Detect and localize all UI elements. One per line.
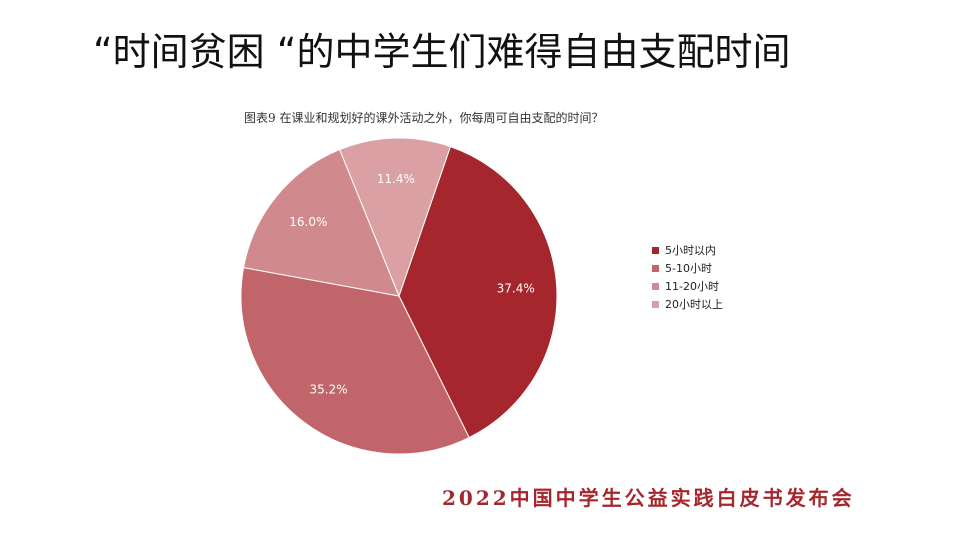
legend-item-2: 5-10小时	[652, 259, 723, 277]
pie-data-label-4: 11.4%	[377, 172, 415, 186]
pie-slice-3	[242, 148, 400, 297]
pie-data-label-1: 37.4%	[497, 282, 535, 296]
legend-label: 5小时以内	[665, 244, 716, 257]
chart-title: 图表9 在课业和规划好的课外活动之外，你每周可自由支配的时间？	[244, 111, 604, 125]
legend-label: 5-10小时	[665, 262, 712, 275]
legend-item-1: 5小时以内	[652, 241, 723, 259]
legend-item-4: 20小时以上	[652, 295, 723, 313]
pie-slice-4	[339, 137, 452, 298]
chart-legend: 5小时以内 5-10小时 11-20小时 20小时以上	[652, 241, 723, 313]
footer-banner: 2022中国中学生公益实践白皮书发布会	[442, 486, 855, 510]
legend-swatch	[652, 300, 659, 308]
pie-data-label-2: 35.2%	[310, 382, 348, 396]
legend-label: 20小时以上	[665, 298, 723, 311]
pie-slice-2	[240, 267, 470, 455]
pie-data-label-3: 16.0%	[289, 215, 327, 229]
pie-slice-1	[398, 145, 558, 439]
slide-title: “时间贫困 “的中学生们难得自由支配时间	[93, 30, 791, 74]
legend-swatch	[652, 282, 659, 290]
legend-item-3: 11-20小时	[652, 277, 723, 295]
legend-swatch	[652, 246, 659, 254]
legend-label: 11-20小时	[665, 280, 719, 293]
legend-swatch	[652, 264, 659, 272]
